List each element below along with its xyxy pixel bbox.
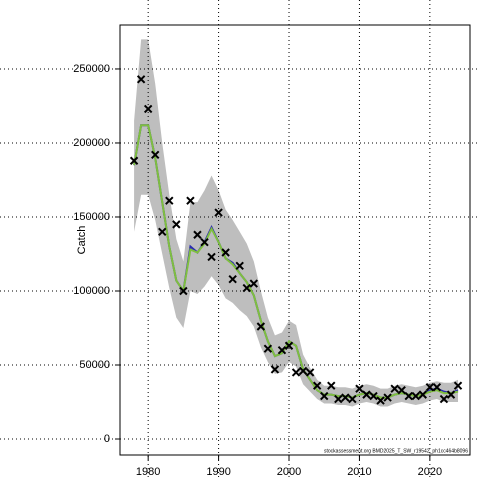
observed-point — [186, 196, 195, 205]
x-tick-label: 2010 — [347, 466, 371, 478]
observed-point — [270, 365, 280, 374]
observed-point — [369, 391, 378, 401]
footnote: stockassessment.org BMD2025_T_SW_r19542_… — [324, 448, 468, 454]
x-tick-label: 1980 — [136, 466, 160, 478]
observed-point — [305, 368, 315, 377]
observed-point — [214, 208, 223, 217]
y-axis-label: Catch — [76, 226, 88, 255]
x-tick-label: 2000 — [277, 466, 301, 478]
observed-point — [256, 322, 266, 331]
observed-point — [298, 366, 308, 376]
observed-point — [221, 248, 230, 257]
observed-point — [320, 391, 329, 401]
observed-point — [446, 390, 456, 399]
observed-point — [312, 381, 322, 390]
observed-point — [228, 274, 237, 284]
observed-point — [334, 394, 343, 404]
plot-border — [119, 24, 471, 456]
observed-point — [284, 341, 294, 350]
observed-point — [129, 156, 139, 165]
observed-point — [158, 227, 167, 236]
observed-point — [418, 390, 428, 399]
y-tick-label: 200000 — [73, 137, 110, 149]
observed-point — [439, 394, 449, 404]
observed-point — [327, 381, 336, 390]
observed-point — [242, 283, 251, 293]
x-tick-label: 1990 — [206, 466, 230, 478]
observed-point — [249, 279, 259, 288]
observed-point — [263, 344, 273, 353]
observed-point — [404, 391, 413, 401]
observed-point — [355, 384, 364, 393]
observed-point — [411, 391, 420, 401]
observed-point — [179, 286, 188, 296]
observed-point — [136, 75, 146, 84]
observed-point — [291, 368, 301, 377]
observed-point — [383, 393, 392, 402]
observed-point — [193, 230, 202, 239]
observed-point — [235, 261, 244, 271]
observed-point — [143, 104, 153, 114]
observed-point — [277, 345, 287, 355]
observed-point — [362, 390, 371, 399]
observed-point — [151, 150, 160, 160]
observed-point — [453, 381, 463, 390]
observed-point — [165, 196, 174, 205]
observed-point — [425, 382, 435, 392]
confidence-band — [134, 39, 459, 407]
observed-point — [397, 385, 406, 395]
y-tick-label: 100000 — [73, 285, 110, 297]
observed-point — [207, 252, 216, 262]
observed-point — [376, 396, 385, 405]
y-tick-label: 250000 — [73, 63, 110, 75]
observed-point — [348, 394, 357, 404]
observed-point — [341, 393, 350, 402]
observed-point — [432, 382, 442, 392]
observed-point — [172, 220, 181, 229]
y-tick-label: 50000 — [79, 359, 110, 371]
observed-point — [200, 237, 209, 247]
plot-background — [120, 25, 470, 455]
y-tick-label: 0 — [104, 433, 110, 445]
observed-point — [390, 384, 399, 393]
y-tick-label: 150000 — [73, 211, 110, 223]
x-tick-label: 2020 — [418, 466, 442, 478]
